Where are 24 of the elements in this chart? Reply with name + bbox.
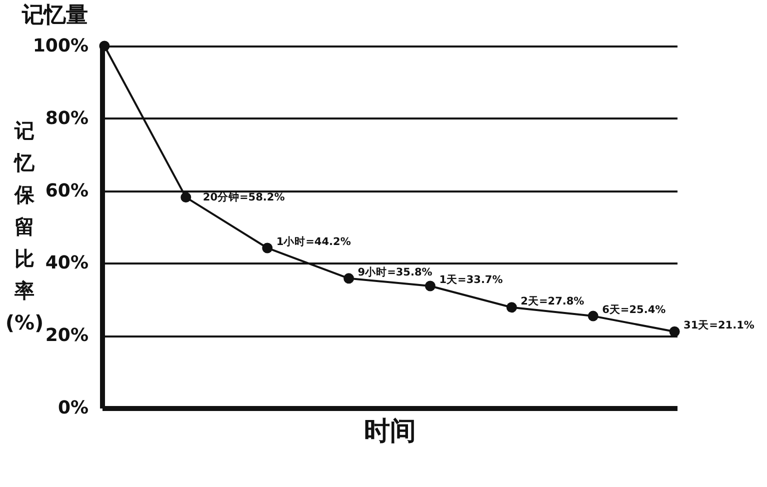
point (99, 40, 110, 52)
point (424, 280, 436, 292)
y-axis-title: 记忆保留比率(%) (5, 118, 44, 334)
point (506, 302, 517, 313)
y-tick-label: 40% (45, 252, 88, 274)
text: 1天=33.7% (439, 274, 503, 286)
chart-title: 记忆量 (21, 3, 88, 28)
text: 1小时=44.2% (276, 236, 351, 248)
text: 6天=25.4% (602, 304, 666, 316)
point (669, 326, 680, 337)
text: 9小时=35.8% (358, 266, 432, 278)
point (262, 242, 273, 254)
y-tick-label: 60% (45, 180, 88, 202)
y-tick-label: 80% (45, 108, 88, 129)
point (344, 273, 354, 284)
text: 2天=27.8% (520, 295, 584, 308)
y-tick-label: 100% (32, 36, 88, 56)
x-axis-title: 时间 (364, 416, 416, 446)
point (588, 310, 598, 322)
y-tick-label: 0% (58, 398, 88, 418)
text: 20分钟=58.2% (202, 191, 285, 204)
text: 31天=21.1% (684, 320, 754, 332)
y-tick-label: 20% (45, 325, 88, 346)
point (180, 192, 192, 203)
